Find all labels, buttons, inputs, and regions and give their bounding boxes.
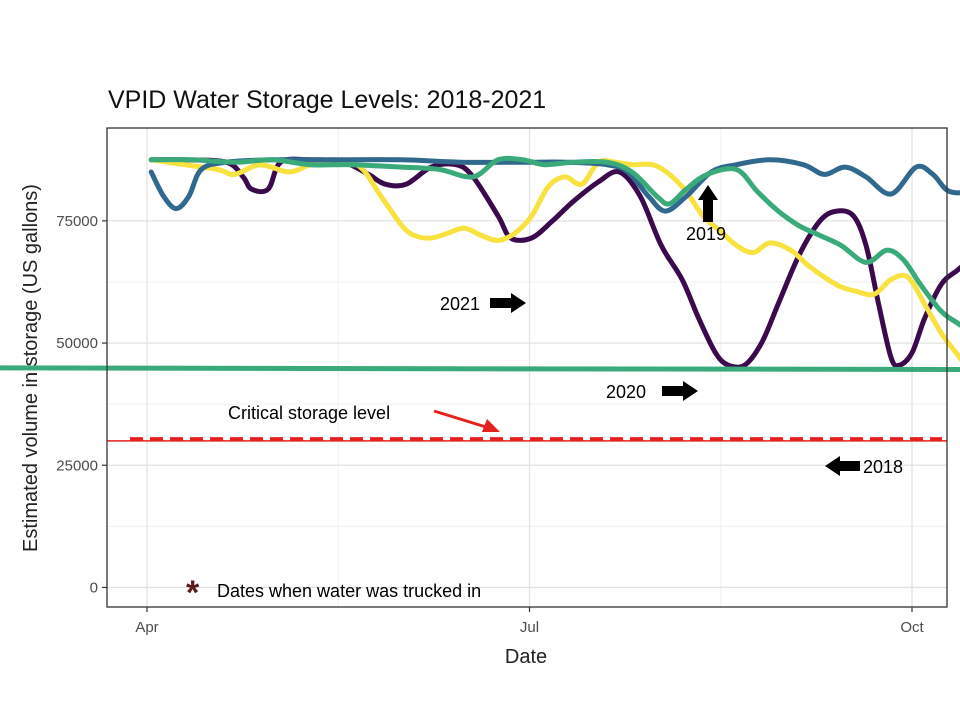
x-tick-label: Jul <box>520 619 539 636</box>
critical-level-label: Critical storage level <box>228 403 390 423</box>
series-line-2019 <box>148 157 960 214</box>
y-tick-label: 0 <box>90 579 98 596</box>
label-2019: 2019 <box>686 224 726 244</box>
critical-level-line-group <box>107 437 947 442</box>
series-line-2021 <box>148 156 960 370</box>
series-lines <box>0 155 960 373</box>
series-line-2018 <box>0 155 960 373</box>
chart-title: VPID Water Storage Levels: 2018-2021 <box>108 86 546 114</box>
x-tick-label: Oct <box>900 619 924 636</box>
critical-level-arrow <box>433 409 500 432</box>
x-axis-title: Date <box>505 646 547 668</box>
x-tick-label: Apr <box>135 619 158 636</box>
arrow-2020 <box>662 381 698 401</box>
plot-area <box>0 127 960 608</box>
y-tick-label: 25000 <box>56 457 98 474</box>
axis-ticks: 0 25000 50000 75000 Apr Jul Oct <box>56 213 924 636</box>
series-line-2020 <box>148 157 960 363</box>
y-tick-label: 75000 <box>56 213 98 230</box>
trucked-in-legend-symbol: * <box>186 574 200 612</box>
annotations: Critical storage level 2021 2020 2019 20… <box>186 185 903 612</box>
arrow-2018 <box>825 456 860 476</box>
label-2021: 2021 <box>440 294 480 314</box>
y-tick-label: 50000 <box>56 335 98 352</box>
y-axis-title: Estimated volume in storage (US gallons) <box>20 184 42 552</box>
plot-border <box>106 127 948 608</box>
trucked-in-legend-text: Dates when water was trucked in <box>217 581 481 601</box>
arrow-2021 <box>490 293 526 313</box>
label-2020: 2020 <box>606 382 646 402</box>
label-2018: 2018 <box>863 457 903 477</box>
arrow-2019 <box>698 185 718 222</box>
